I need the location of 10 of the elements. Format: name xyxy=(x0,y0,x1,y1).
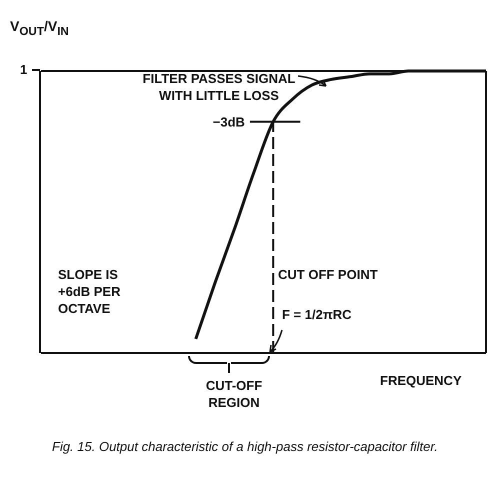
text: 1 xyxy=(20,61,28,78)
annotation: FILTER PASSES SIGNAL WITH LITTLE LOSS xyxy=(142,70,296,104)
annotation: CUT OFF POINT xyxy=(278,266,378,283)
text: CUT-OFF REGION xyxy=(204,377,264,411)
caption: Fig. 15. Output characteristic of a high-pass resistor-capacitor filter. xyxy=(52,438,439,455)
ref-line-label: −3dB xyxy=(212,114,245,130)
annotation: F = 1/2πRC xyxy=(282,306,352,323)
y-axis-title: V$_{OUT}$/V$_{IN}$ xyxy=(10,18,69,40)
x-axis-title: FREQUENCY xyxy=(380,372,462,389)
annotation: SLOPE IS +6dB PER OCTAVE xyxy=(58,266,122,317)
